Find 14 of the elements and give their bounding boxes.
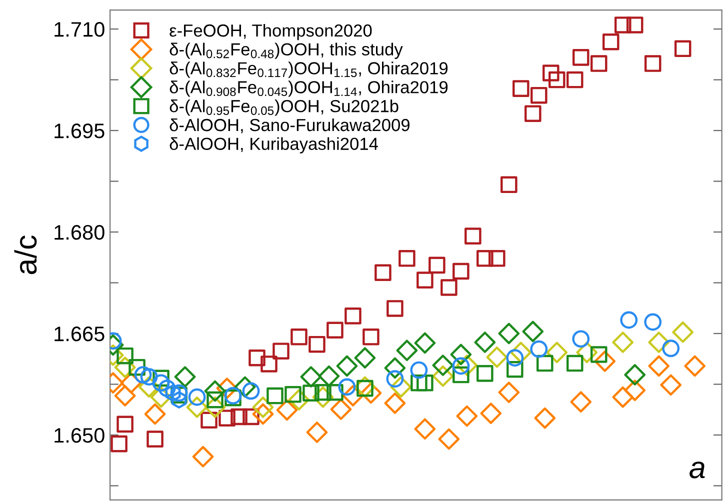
y-tick-label: 1.710 (54, 22, 104, 37)
y-tick-label: 1.665 (54, 326, 104, 342)
y-tick-label: 1.680 (54, 225, 104, 240)
legend-label: δ-AlOOH, Kuribayashi2014 (170, 137, 378, 154)
y-tick-label: 1.650 (54, 428, 104, 443)
legend-label: ε-FeOOH, Thompson2020 (170, 24, 372, 40)
legend-label: δ-(Al$_{0.95}$Fe$_{0.05}$)OOH, Su2021b (170, 100, 398, 116)
legend-label: δ-AlOOH, Sano-Furukawa2009 (170, 118, 410, 134)
legend-label: δ-(Al$_{0.832}$Fe$_{0.117}$)OOH$_{1.15}$, Ohira2019 (170, 62, 448, 78)
y-axis-title: a/c (14, 235, 37, 274)
x-axis-title: a (690, 462, 705, 478)
legend-label: δ-(Al$_{0.52}$Fe$_{0.48}$)OOH, this study (170, 42, 403, 59)
legend-label: δ-(Al$_{0.908}$Fe$_{0.045}$)OOH$_{1.14}$, Ohira2019 (170, 80, 448, 97)
y-tick-label: 1.695 (54, 124, 104, 138)
